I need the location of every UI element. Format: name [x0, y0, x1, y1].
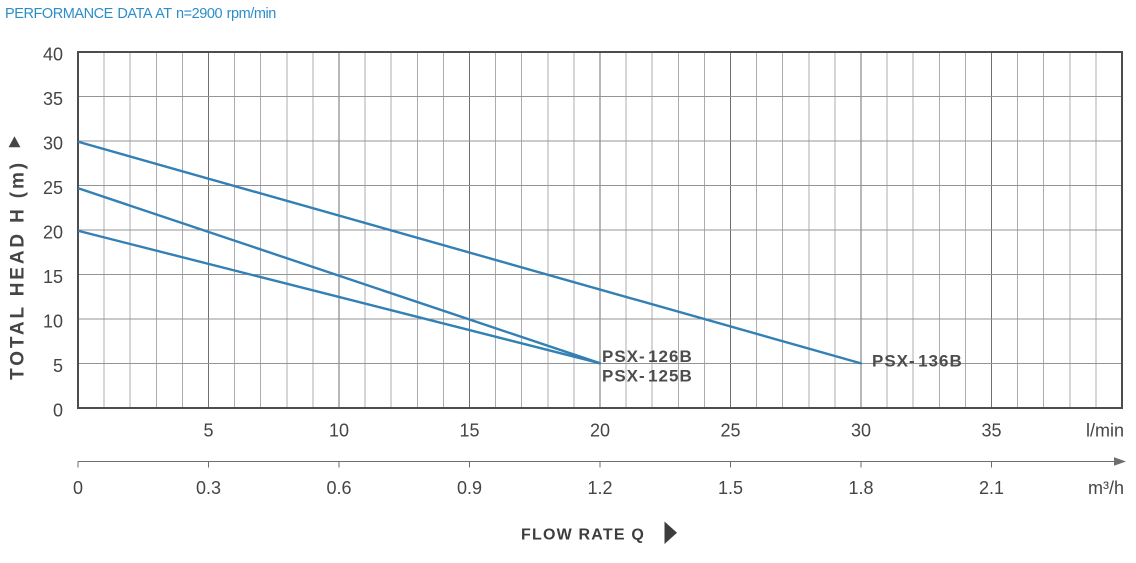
svg-text:1.5: 1.5	[718, 478, 743, 498]
svg-text:30: 30	[851, 421, 871, 441]
svg-text:40: 40	[43, 44, 63, 64]
svg-text:25: 25	[720, 421, 740, 441]
svg-text:35: 35	[981, 421, 1001, 441]
svg-text:10: 10	[329, 421, 349, 441]
svg-text:25: 25	[43, 178, 63, 198]
svg-text:30: 30	[43, 133, 63, 153]
svg-text:5: 5	[203, 421, 213, 441]
svg-text:15: 15	[43, 267, 63, 287]
svg-text:0.6: 0.6	[326, 478, 351, 498]
svg-text:0.9: 0.9	[457, 478, 482, 498]
svg-text:20: 20	[590, 421, 610, 441]
svg-text:PERFORMANCE DATA AT n=2900 rpm: PERFORMANCE DATA AT n=2900 rpm/min	[5, 6, 276, 22]
svg-text:20: 20	[43, 222, 63, 242]
svg-text:PSX- 136B: PSX- 136B	[872, 352, 963, 371]
svg-text:1.2: 1.2	[587, 478, 612, 498]
svg-text:1.8: 1.8	[848, 478, 873, 498]
svg-text:0: 0	[73, 478, 83, 498]
svg-text:35: 35	[43, 89, 63, 109]
svg-text:l/min: l/min	[1086, 421, 1124, 441]
svg-text:PSX- 125B: PSX- 125B	[602, 367, 693, 386]
svg-text:5: 5	[53, 356, 63, 376]
svg-text:2.1: 2.1	[979, 478, 1004, 498]
svg-text:0: 0	[53, 400, 63, 420]
svg-text:FLOW RATE Q: FLOW RATE Q	[521, 527, 645, 544]
svg-text:10: 10	[43, 311, 63, 331]
svg-text:m³/h: m³/h	[1088, 478, 1124, 498]
svg-text:0.3: 0.3	[196, 478, 221, 498]
svg-text:PSX- 126B: PSX- 126B	[602, 347, 693, 366]
svg-text:TOTAL HEAD H (m): TOTAL HEAD H (m)	[8, 160, 29, 380]
svg-text:15: 15	[459, 421, 479, 441]
